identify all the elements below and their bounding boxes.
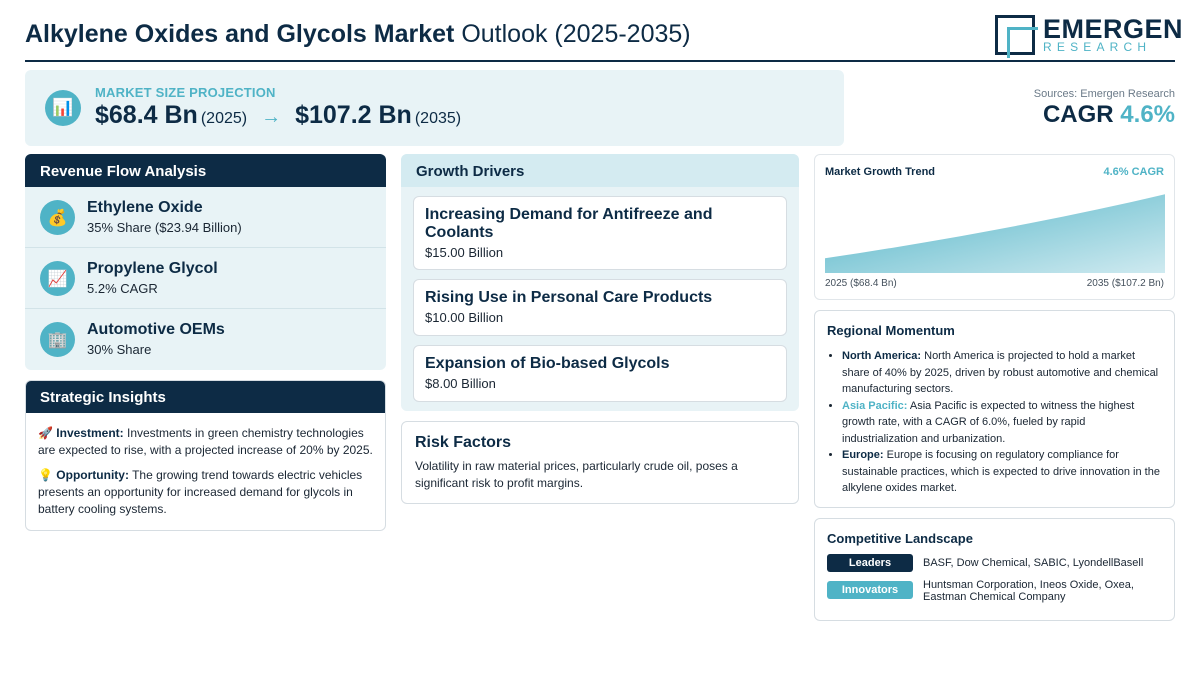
page-title: Alkylene Oxides and Glycols Market Outlo… xyxy=(25,20,691,49)
revenue-flow-panel: Revenue Flow Analysis 💰 Ethylene Oxide 3… xyxy=(25,154,386,370)
region-text: Asia Pacific is expected to witness the … xyxy=(842,399,1135,445)
cagr-label: CAGR xyxy=(1042,101,1114,128)
regional-momentum-title: Regional Momentum xyxy=(827,323,955,338)
region-item-europe: Europe: Europe is focusing on regulatory… xyxy=(842,447,1162,497)
insight-label: Investment: xyxy=(56,426,124,440)
market-growth-trend-card: Market Growth Trend 4.6% CAGR 2025 ($68.… xyxy=(814,154,1175,300)
page-header: Alkylene Oxides and Glycols Market Outlo… xyxy=(25,12,1183,62)
competitive-landscape-panel: Competitive Landscape Leaders BASF, Dow … xyxy=(814,518,1175,621)
driver-card: Expansion of Bio-based Glycols $8.00 Bil… xyxy=(413,345,787,402)
revenue-item-name: Propylene Glycol xyxy=(87,260,218,277)
risk-factors-text: Volatility in raw material prices, parti… xyxy=(415,459,738,490)
region-item-asia-pacific: Asia Pacific: Asia Pacific is expected t… xyxy=(842,398,1162,448)
strategic-insights-panel: Strategic Insights 🚀 Investment: Investm… xyxy=(25,380,386,531)
revenue-item-detail: 35% Share ($23.94 Billion) xyxy=(87,220,242,235)
building-icon: 🏢 xyxy=(40,322,75,357)
risk-factors-title: Risk Factors xyxy=(415,434,512,451)
trend-area-chart xyxy=(825,194,1165,273)
rocket-icon: 🚀 xyxy=(38,426,53,440)
cagr-percent: 4.6% xyxy=(1120,101,1175,128)
insight-label: Opportunity: xyxy=(56,468,129,482)
insight-text: The growing trend towards electric vehic… xyxy=(38,468,363,516)
driver-value: $15.00 Billion xyxy=(425,245,504,260)
revenue-item-propylene-glycol: 📈 Propylene Glycol 5.2% CAGR xyxy=(25,248,386,309)
trend-area-series xyxy=(825,194,1165,273)
driver-card: Increasing Demand for Antifreeze and Coo… xyxy=(413,196,787,270)
regional-list: North America: North America is projecte… xyxy=(827,348,1162,497)
region-name: North America: xyxy=(842,350,922,362)
revenue-item-name: Ethylene Oxide xyxy=(87,199,203,216)
arrow-right-icon: → xyxy=(261,106,282,128)
bar-chart-icon: 📊 xyxy=(45,90,81,126)
projection-label: MARKET SIZE PROJECTION xyxy=(95,85,276,100)
projection-values: $68.4 Bn (2025) → $107.2 Bn (2035) xyxy=(95,101,461,130)
emergen-logo: EMERGEN RESEARCH xyxy=(995,14,1183,58)
trend-chart-icon: 📈 xyxy=(40,261,75,296)
logo-subtitle: RESEARCH xyxy=(1043,40,1152,54)
growth-drivers-title: Growth Drivers xyxy=(401,154,799,187)
revenue-item-automotive-oems: 🏢 Automotive OEMs 30% Share xyxy=(25,309,386,370)
trend-x-start-label: 2025 ($68.4 Bn) xyxy=(825,278,897,289)
sources-note: Sources: Emergen Research xyxy=(1033,88,1175,100)
region-name: Europe: xyxy=(842,449,884,461)
innovators-badge: Innovators xyxy=(827,581,913,599)
lightbulb-icon: 💡 xyxy=(38,468,53,482)
region-item-north-america: North America: North America is projecte… xyxy=(842,348,1162,398)
driver-value: $8.00 Billion xyxy=(425,376,496,391)
revenue-item-name: Automotive OEMs xyxy=(87,321,225,338)
revenue-item-detail: 30% Share xyxy=(87,342,152,357)
growth-drivers-panel: Growth Drivers Increasing Demand for Ant… xyxy=(401,154,799,411)
region-name: Asia Pacific: xyxy=(842,399,908,412)
regional-momentum-panel: Regional Momentum North America: North A… xyxy=(814,310,1175,508)
region-text: Europe is focusing on regulatory complia… xyxy=(842,449,1160,494)
insight-opportunity: 💡 Opportunity: The growing trend towards… xyxy=(26,467,385,518)
trend-title: Market Growth Trend xyxy=(825,166,936,178)
market-size-projection: 📊 MARKET SIZE PROJECTION $68.4 Bn (2025) →… xyxy=(25,70,844,146)
competitive-landscape-title: Competitive Landscape xyxy=(827,531,973,546)
cagr-summary: Sources: Emergen Research CAGR 4.6% xyxy=(1034,88,1175,129)
leaders-list: BASF, Dow Chemical, SABIC, LyondellBasel… xyxy=(923,557,1144,569)
money-bag-icon: 💰 xyxy=(40,200,75,235)
driver-card: Rising Use in Personal Care Products $10… xyxy=(413,279,787,336)
projection-start-value: $68.4 Bn xyxy=(95,101,198,129)
leaders-badge: Leaders xyxy=(827,554,913,572)
projection-end-value: $107.2 Bn xyxy=(295,101,412,129)
risk-factors-panel: Risk Factors Volatility in raw material … xyxy=(401,421,799,504)
page-title-strong: Alkylene Oxides and Glycols Market xyxy=(25,20,455,48)
insight-investment: 🚀 Investment: Investments in green chemi… xyxy=(26,425,385,459)
strategic-insights-title: Strategic Insights xyxy=(26,381,385,413)
driver-name: Rising Use in Personal Care Products xyxy=(425,289,713,306)
cagr-value: CAGR 4.6% xyxy=(1034,101,1175,129)
innovators-list: Huntsman Corporation, Ineos Oxide, Oxea,… xyxy=(923,579,1134,603)
logo-mark-icon xyxy=(995,15,1038,58)
revenue-flow-title: Revenue Flow Analysis xyxy=(25,154,386,187)
driver-name: Expansion of Bio-based Glycols xyxy=(425,355,670,372)
projection-start-year: (2025) xyxy=(200,110,248,127)
page-title-light: Outlook (2025-2035) xyxy=(461,20,691,48)
trend-cagr: 4.6% CAGR xyxy=(1103,166,1164,178)
region-text: North America is projected to hold a mar… xyxy=(842,350,1159,395)
revenue-item-ethylene-oxide: 💰 Ethylene Oxide 35% Share ($23.94 Billi… xyxy=(25,187,386,248)
driver-value: $10.00 Billion xyxy=(425,310,504,325)
driver-name: Increasing Demand for Antifreeze and Coo… xyxy=(425,206,713,241)
revenue-item-detail: 5.2% CAGR xyxy=(87,281,158,296)
logo-name: EMERGEN xyxy=(1043,14,1184,44)
insight-text: Investments in green chemistry technolog… xyxy=(38,426,373,457)
projection-end-year: (2035) xyxy=(414,110,462,127)
trend-x-end-label: 2035 ($107.2 Bn) xyxy=(1086,278,1164,289)
